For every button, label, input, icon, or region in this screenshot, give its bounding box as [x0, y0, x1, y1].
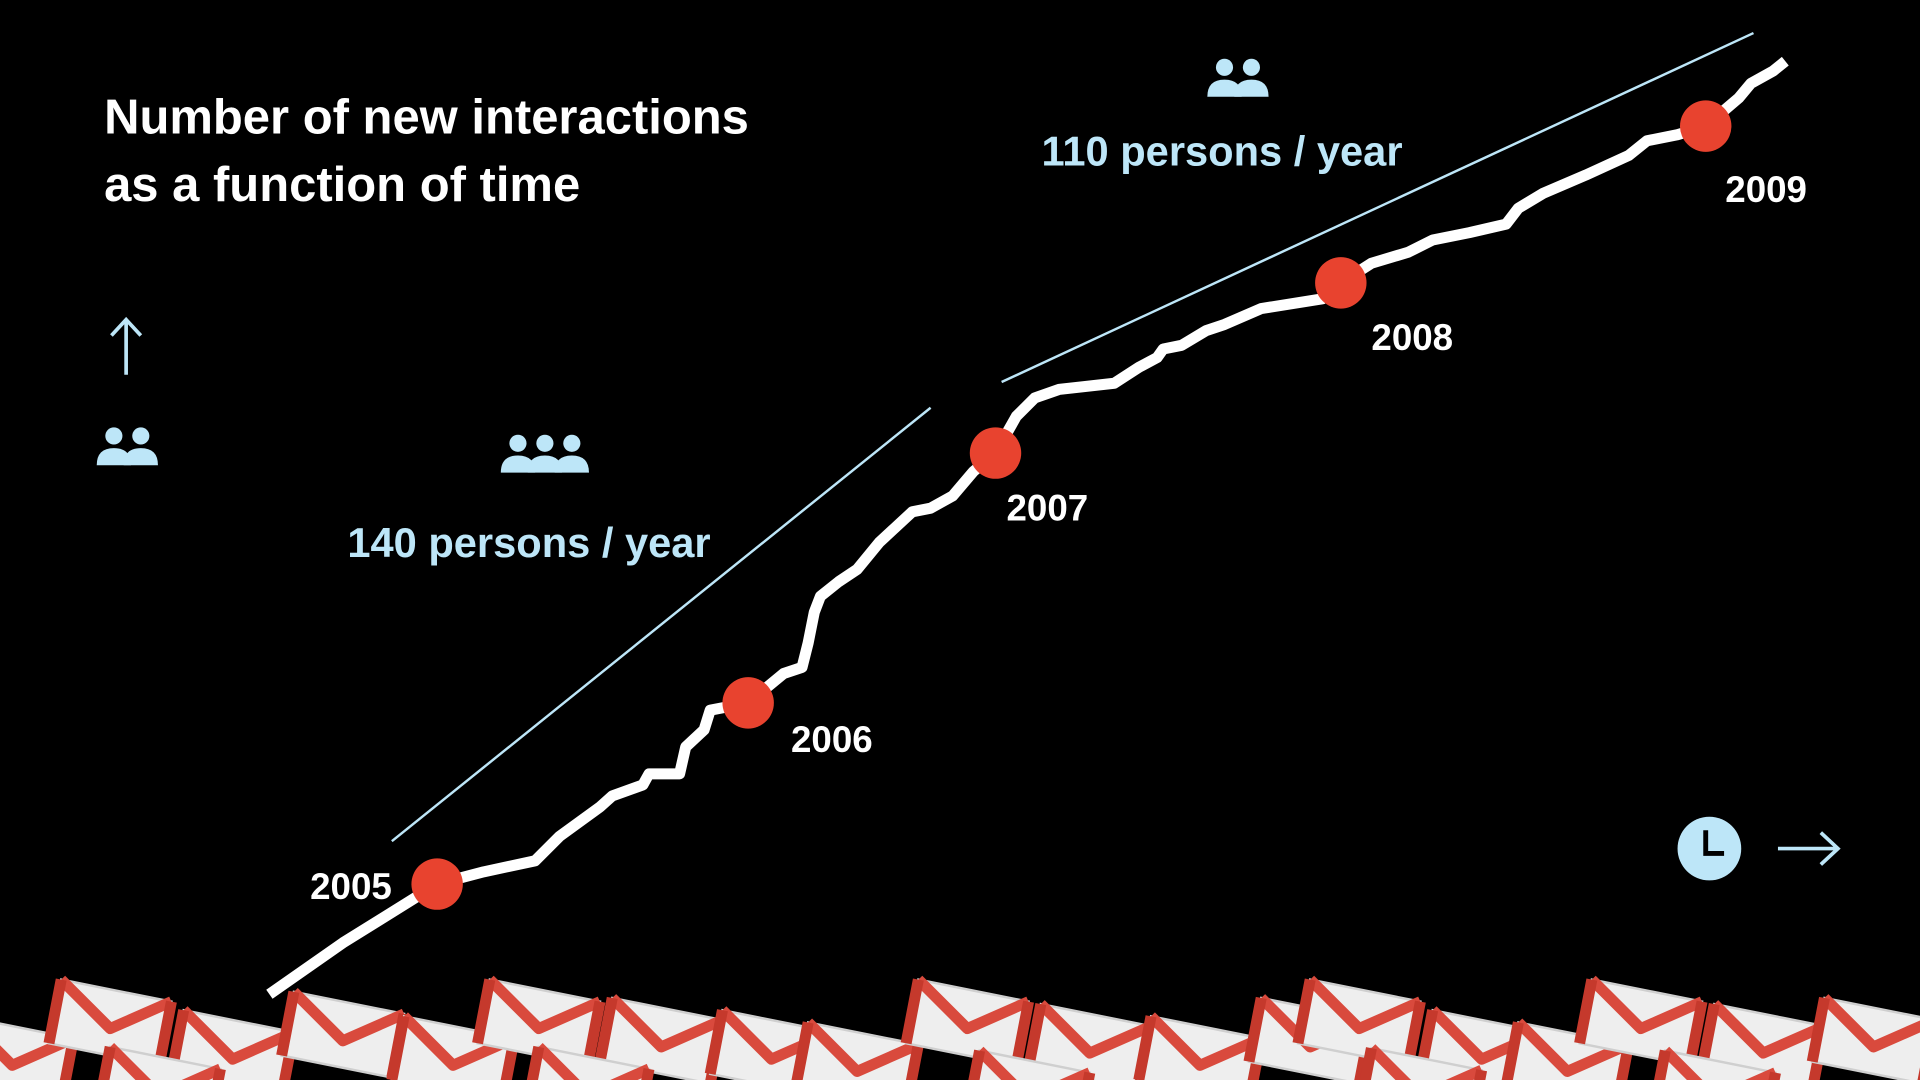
year-label: 2007 [1007, 487, 1089, 528]
trend-line [1001, 31, 1754, 384]
dot [1315, 257, 1367, 309]
people-icon [500, 434, 589, 473]
rate-label: 110 persons / year [1042, 127, 1403, 174]
dot [411, 858, 463, 910]
curve [266, 56, 1789, 999]
dot [722, 677, 774, 729]
year-label: 2009 [1725, 169, 1807, 210]
year-label: 2008 [1371, 317, 1453, 358]
year-dots [411, 100, 1732, 910]
x-arrow [1777, 831, 1841, 866]
year-label: 2005 [310, 866, 392, 907]
title-line: Number of new interactions [104, 90, 749, 144]
clock-icon [1677, 816, 1742, 881]
rate-label: 140 persons / year [347, 519, 710, 566]
year-label: 2006 [791, 719, 873, 760]
title-line: as a function of time [104, 158, 580, 212]
trend-line [391, 406, 932, 843]
people-icon [1207, 58, 1269, 97]
y-arrow [110, 316, 143, 375]
envelope-row [0, 980, 1920, 1080]
dot [1680, 100, 1732, 152]
dot [969, 427, 1022, 479]
people-icon [96, 427, 158, 466]
